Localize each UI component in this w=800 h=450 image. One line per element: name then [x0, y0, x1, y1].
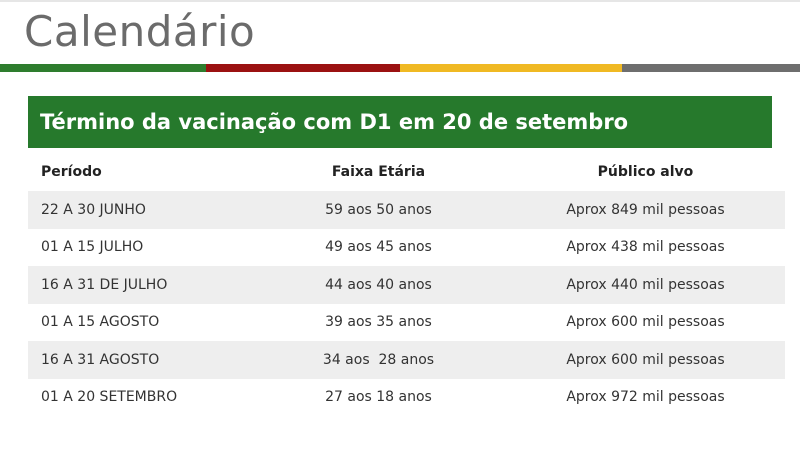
table-row: 16 A 31 DE JULHO 44 aos 40 anos Aprox 44… — [28, 266, 785, 304]
cell-faixa-etaria: 34 aos 28 anos — [322, 351, 435, 368]
header-faixa-etaria: Faixa Etária — [331, 164, 426, 180]
cell-publico-alvo: Aprox 438 mil pessoas — [566, 239, 725, 256]
table-header-row: Período Faixa Etária Público alvo — [28, 153, 785, 191]
cell-publico-alvo: Aprox 600 mil pessoas — [566, 314, 725, 331]
vaccination-schedule-table: Período Faixa Etária Público alvo 22 A 3… — [28, 153, 785, 416]
cell-faixa-etaria: 39 aos 35 anos — [325, 314, 432, 331]
cell-periodo: 16 A 31 DE JULHO — [41, 276, 168, 293]
cell-periodo: 01 A 20 SETEMBRO — [41, 389, 178, 406]
top-border-line — [0, 0, 800, 2]
cell-publico-alvo: Aprox 972 mil pessoas — [566, 389, 725, 406]
cell-periodo: 01 A 15 AGOSTO — [41, 314, 160, 331]
stripe-green — [0, 64, 206, 72]
banner-title: Término da vacinação com D1 em 20 de set… — [40, 110, 629, 134]
cell-periodo: 22 A 30 JUNHO — [41, 201, 146, 218]
table-row: 22 A 30 JUNHO 59 aos 50 anos Aprox 849 m… — [28, 191, 785, 229]
table-row: 01 A 15 JULHO 49 aos 45 anos Aprox 438 m… — [28, 228, 785, 266]
cell-faixa-etaria: 59 aos 50 anos — [325, 201, 432, 218]
cell-publico-alvo: Aprox 440 mil pessoas — [566, 276, 725, 293]
cell-publico-alvo: Aprox 849 mil pessoas — [566, 201, 725, 218]
table-row: 16 A 31 AGOSTO 34 aos 28 anos Aprox 600 … — [28, 341, 785, 379]
cell-publico-alvo: Aprox 600 mil pessoas — [566, 351, 725, 368]
cell-faixa-etaria: 49 aos 45 anos — [325, 239, 432, 256]
section-banner: Término da vacinação com D1 em 20 de set… — [28, 96, 772, 148]
stripe-yellow — [400, 64, 622, 72]
header-periodo: Período — [41, 164, 102, 180]
cell-faixa-etaria: 44 aos 40 anos — [325, 276, 432, 293]
header-publico-alvo: Público alvo — [597, 164, 694, 180]
color-stripe — [0, 64, 800, 72]
stripe-red — [206, 64, 400, 72]
page-title: Calendário — [24, 7, 256, 56]
cell-periodo: 01 A 15 JULHO — [41, 239, 144, 256]
cell-periodo: 16 A 31 AGOSTO — [41, 351, 160, 368]
cell-faixa-etaria: 27 aos 18 anos — [325, 389, 432, 406]
table-row: 01 A 20 SETEMBRO 27 aos 18 anos Aprox 97… — [28, 378, 785, 416]
table-row: 01 A 15 AGOSTO 39 aos 35 anos Aprox 600 … — [28, 303, 785, 341]
stripe-gray — [622, 64, 800, 72]
